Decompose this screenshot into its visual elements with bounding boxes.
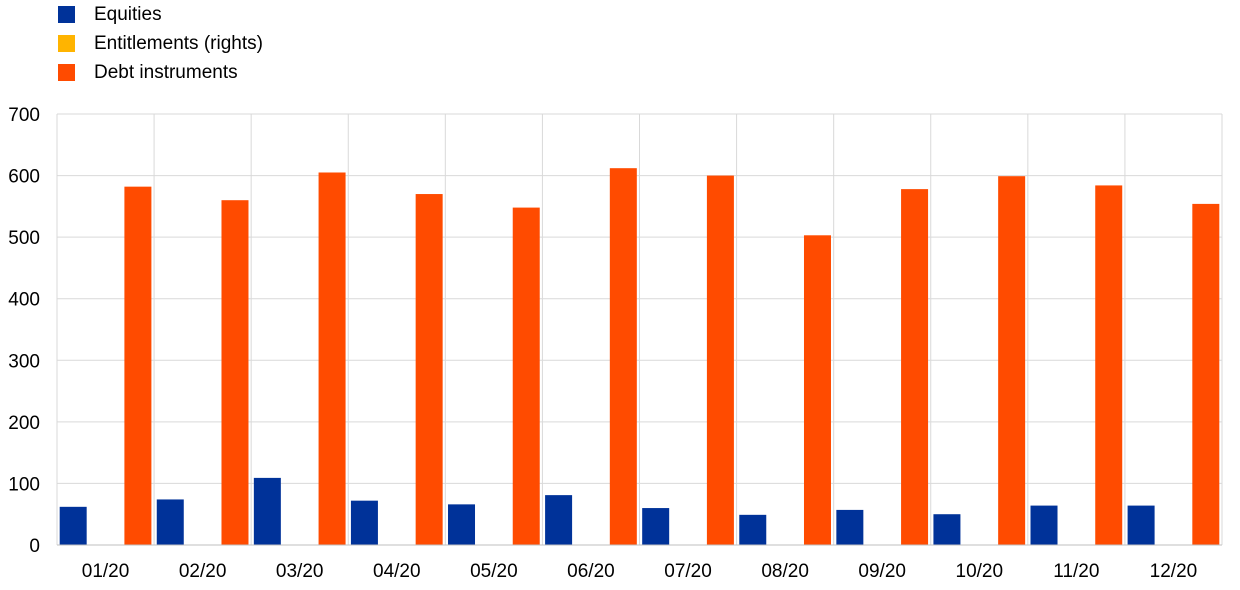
y-tick-label: 400: [8, 290, 40, 311]
x-tick-label: 09/20: [858, 561, 906, 582]
bar: [1192, 203, 1220, 545]
bar: [642, 508, 670, 545]
x-tick-label: 05/20: [470, 561, 518, 582]
legend-swatch-entitlements: [58, 35, 75, 52]
bar: [221, 200, 249, 545]
chart-legend: Equities Entitlements (rights) Debt inst…: [58, 0, 263, 87]
bar: [609, 168, 637, 545]
bar: [350, 500, 378, 545]
legend-label-debt-instruments: Debt instruments: [94, 61, 238, 83]
x-tick-label: 01/20: [82, 561, 130, 582]
bar: [156, 499, 184, 545]
bar: [901, 189, 929, 546]
bar: [512, 207, 540, 546]
x-tick-label: 12/20: [1150, 561, 1198, 582]
bar: [318, 172, 346, 545]
bar: [448, 504, 476, 545]
x-tick-label: 02/20: [179, 561, 227, 582]
legend-swatch-equities: [58, 6, 75, 23]
bar: [1127, 505, 1155, 545]
y-tick-label: 200: [8, 413, 40, 434]
y-tick-label: 300: [8, 351, 40, 372]
bar: [253, 477, 281, 545]
y-tick-label: 700: [8, 105, 40, 126]
bar: [59, 506, 87, 545]
bar: [124, 186, 152, 545]
bar: [545, 495, 573, 545]
bar: [739, 514, 767, 545]
y-tick-label: 600: [8, 167, 40, 188]
bar: [803, 235, 831, 545]
bar: [1095, 185, 1123, 545]
legend-label-equities: Equities: [94, 3, 162, 25]
x-tick-label: 03/20: [276, 561, 324, 582]
y-tick-label: 100: [8, 474, 40, 495]
x-tick-label: 08/20: [761, 561, 809, 582]
legend-item-equities: Equities: [58, 0, 263, 29]
bar: [933, 514, 961, 545]
x-tick-label: 10/20: [956, 561, 1004, 582]
bar: [836, 509, 864, 545]
y-tick-label: 0: [29, 536, 40, 557]
x-tick-label: 07/20: [664, 561, 712, 582]
bar: [706, 175, 734, 546]
bar: [415, 194, 443, 546]
bar: [998, 176, 1026, 546]
legend-item-entitlements: Entitlements (rights): [58, 29, 263, 58]
legend-swatch-debt-instruments: [58, 64, 75, 81]
legend-item-debt-instruments: Debt instruments: [58, 58, 263, 87]
y-tick-label: 500: [8, 228, 40, 249]
x-tick-label: 04/20: [373, 561, 421, 582]
legend-label-entitlements: Entitlements (rights): [94, 32, 263, 54]
bar: [1030, 505, 1058, 545]
x-tick-label: 06/20: [567, 561, 615, 582]
x-tick-label: 11/20: [1053, 561, 1099, 582]
